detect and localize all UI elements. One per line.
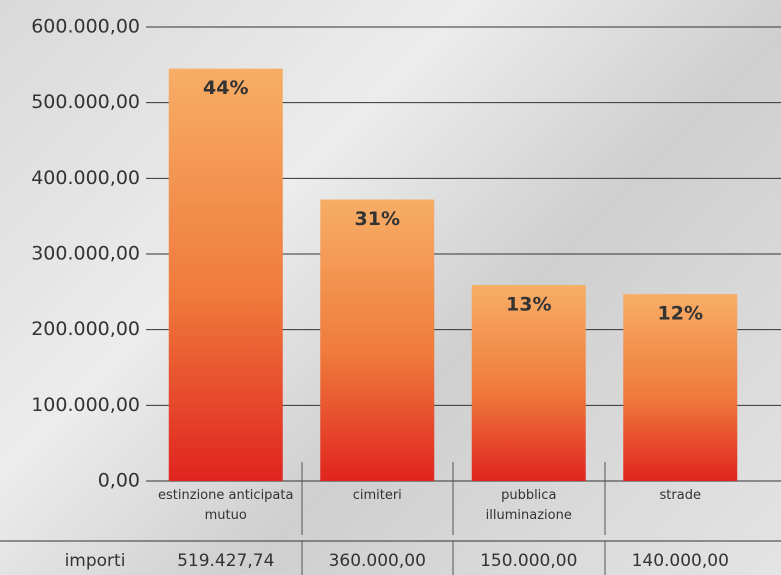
x-tick-label: cimiteri	[309, 486, 445, 506]
bar	[320, 200, 434, 481]
bar	[169, 69, 283, 481]
table-cell: 140.000,00	[632, 551, 729, 571]
x-tick-label: estinzione anticipata mutuo	[158, 486, 294, 526]
percent-label: 44%	[203, 77, 248, 99]
table-row-label: importi	[65, 551, 126, 571]
x-tick-label: strade	[612, 486, 748, 506]
y-tick-label: 100.000,00	[31, 394, 140, 416]
y-tick-label: 500.000,00	[31, 91, 140, 113]
percent-label: 31%	[355, 208, 400, 230]
y-tick-label: 0,00	[98, 470, 140, 492]
y-tick-label: 200.000,00	[31, 318, 140, 340]
table-cell: 150.000,00	[480, 551, 577, 571]
percent-label: 12%	[658, 303, 703, 325]
y-tick-label: 300.000,00	[31, 243, 140, 265]
x-tick-label: pubblica illuminazione	[461, 486, 597, 526]
y-tick-label: 400.000,00	[31, 167, 140, 189]
page: 0,00 100.000,00 200.000,00 300.000,00 400.00…	[0, 0, 781, 575]
table-cell: 519.427,74	[177, 551, 274, 571]
percent-label: 13%	[506, 294, 551, 316]
y-tick-label: 600.000,00	[31, 16, 140, 38]
table-cell: 360.000,00	[329, 551, 426, 571]
